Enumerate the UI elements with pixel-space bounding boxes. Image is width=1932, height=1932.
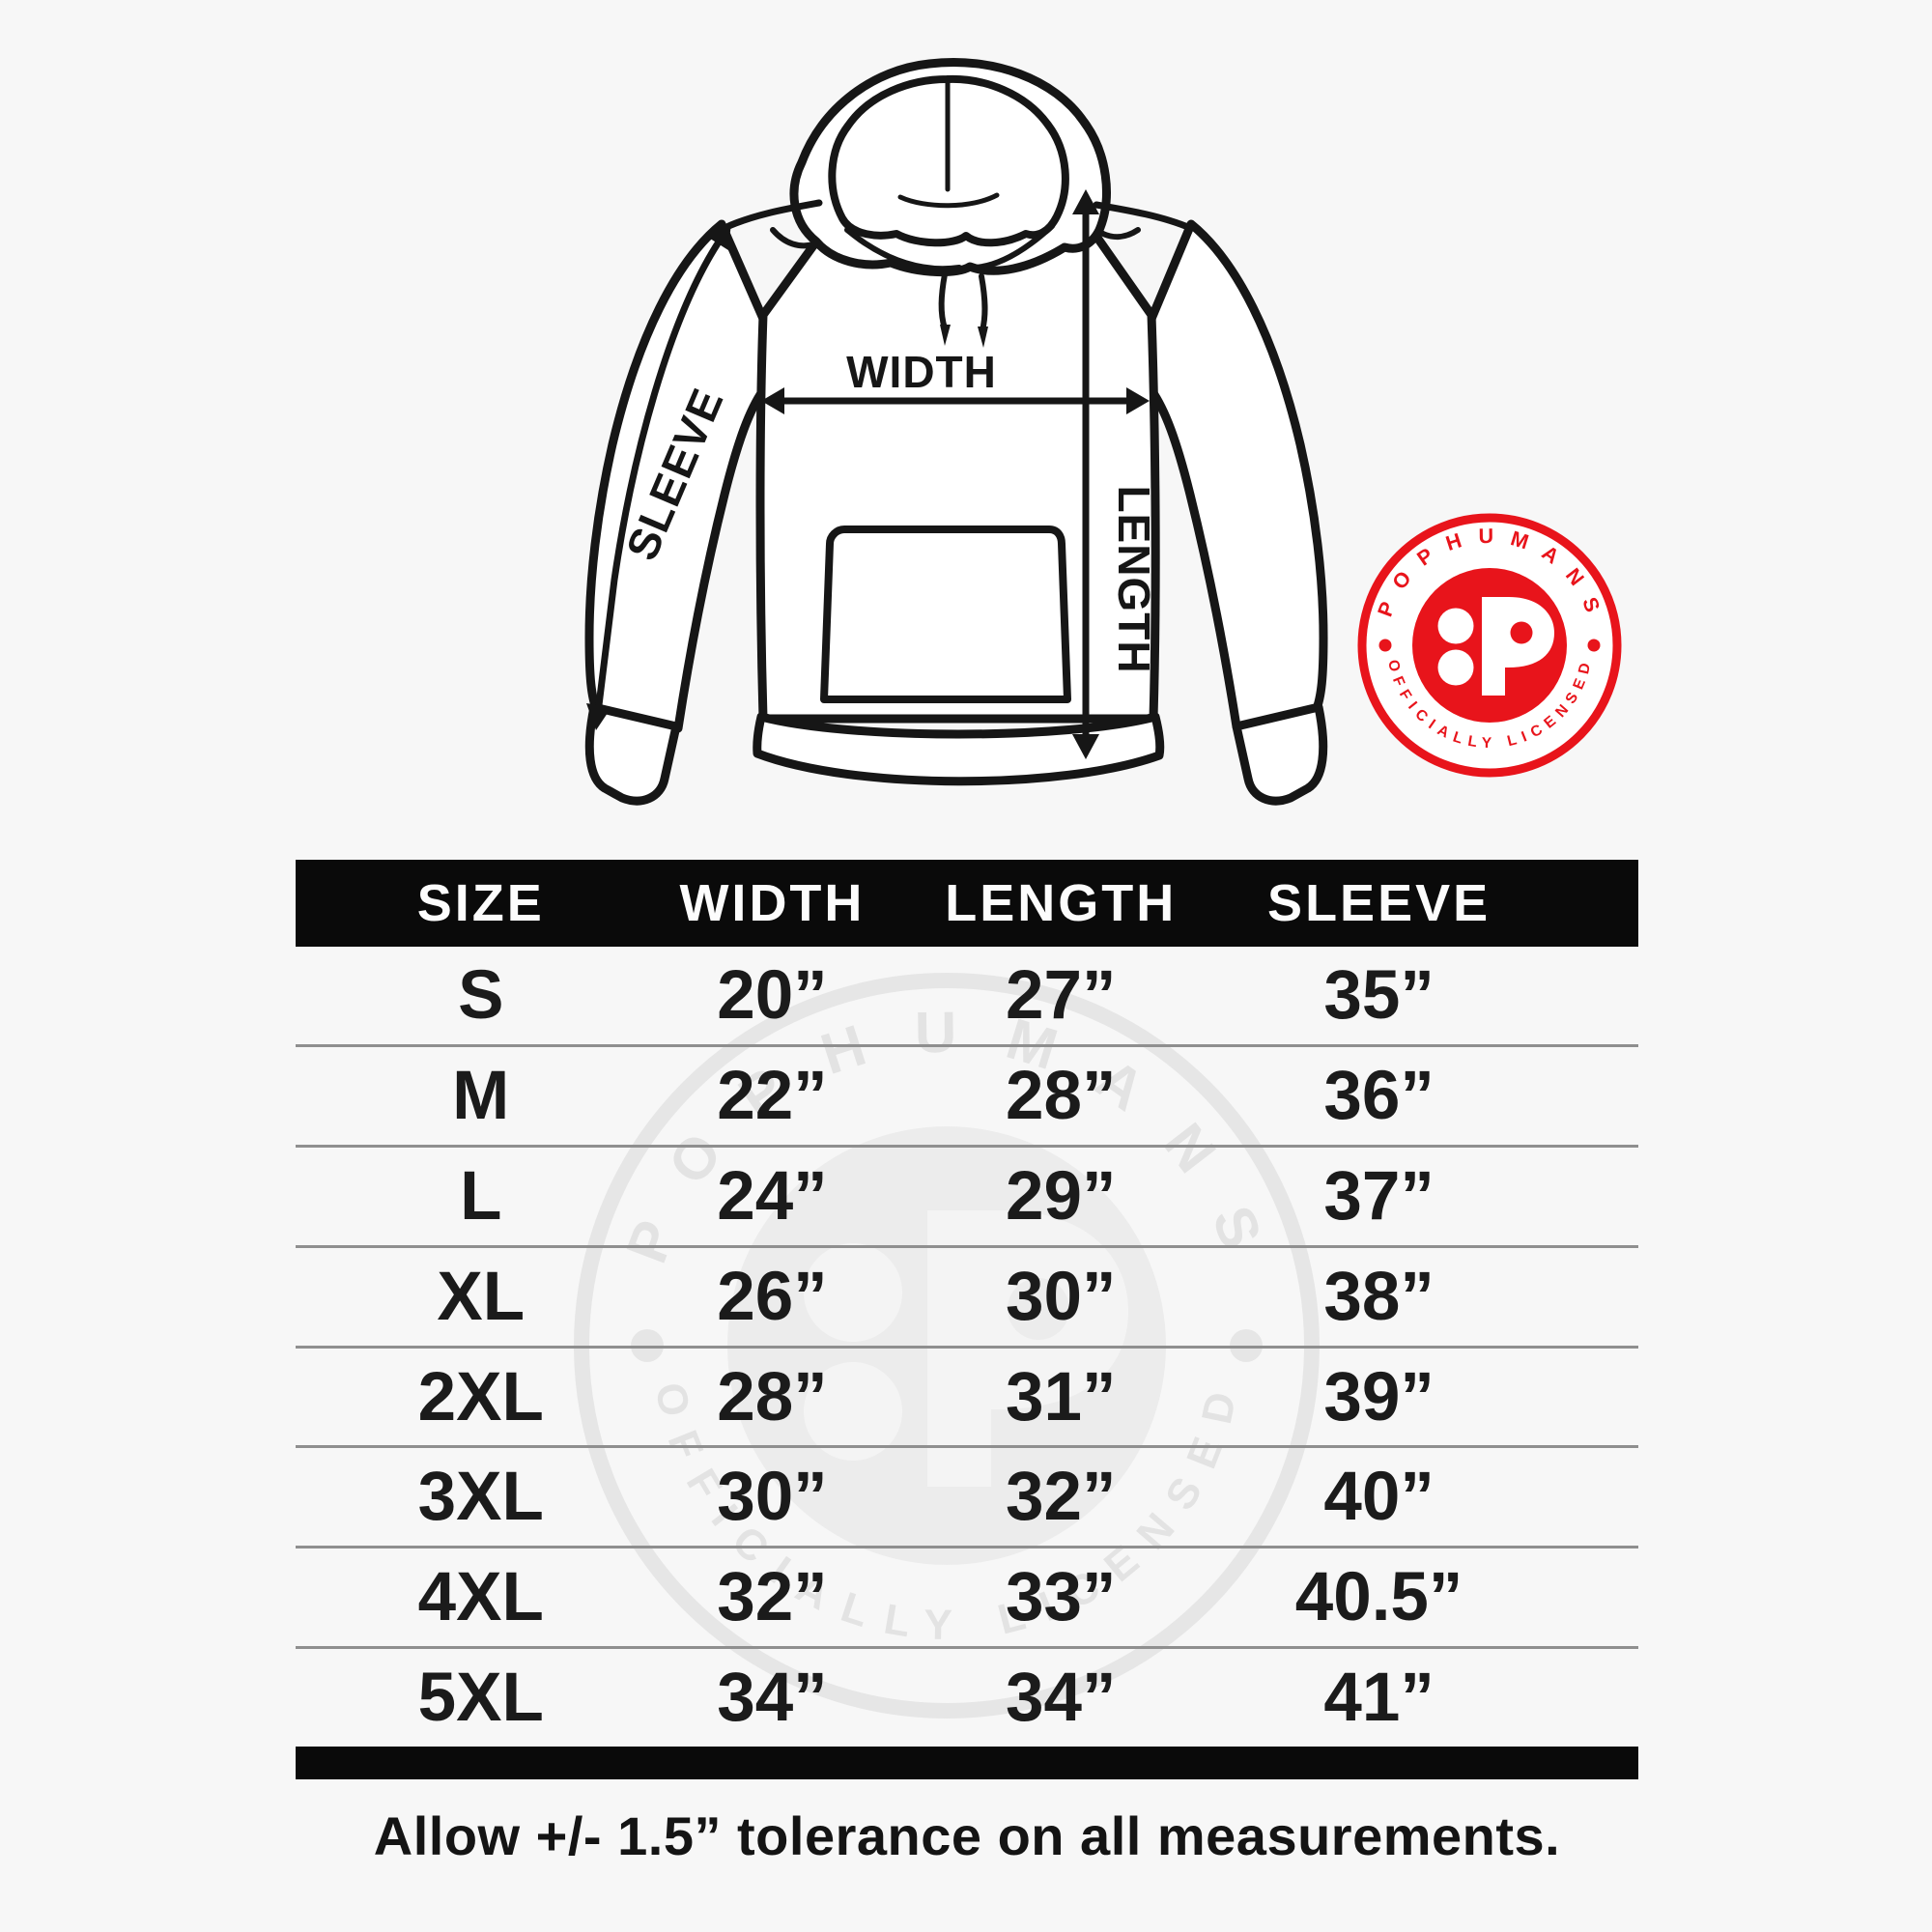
cell-length: 32” (1006, 1459, 1117, 1536)
column-header-size: SIZE (416, 874, 545, 932)
right-drawstring-aglet (978, 327, 988, 348)
hood-back-panel-line (897, 192, 1000, 209)
table-row: 4XL 32” 33” 40.5” (296, 1548, 1638, 1650)
left-drawstring (938, 271, 948, 331)
width-arrowhead-left (761, 387, 784, 414)
cell-length: 29” (1006, 1157, 1117, 1235)
sleeve-arrow-line (595, 240, 722, 709)
table-row: XL 26” 30” 38” (296, 1248, 1638, 1349)
table-row: 5XL 34” 34” 41” (296, 1649, 1638, 1747)
cell-length: 31” (1006, 1358, 1117, 1435)
sleeve-arrowhead-top (707, 222, 731, 250)
table-row: 3XL 30” 32” 40” (296, 1448, 1638, 1549)
watermark-monogram-icon (804, 1210, 1128, 1487)
cell-width: 30” (717, 1459, 828, 1536)
cell-sleeve: 40” (1323, 1459, 1435, 1536)
right-shoulder-seam (1093, 201, 1194, 232)
table-row: M 22” 28” 36” (296, 1047, 1638, 1148)
table-row: 2XL 28” 31” 39” (296, 1349, 1638, 1449)
cell-sleeve: 36” (1323, 1057, 1435, 1134)
cell-size: 4XL (417, 1559, 544, 1636)
cell-length: 27” (1006, 956, 1117, 1034)
cell-size: S (458, 956, 504, 1034)
left-drawstring-aglet (940, 325, 951, 346)
size-table-body: S 20” 27” 35” M 22” 28” 36” L 24” 29” 37… (296, 947, 1638, 1747)
width-annotation-label: WIDTH (846, 347, 997, 397)
cell-size: 5XL (417, 1660, 544, 1737)
hoodie-left-sleeve (584, 219, 768, 733)
cell-width: 26” (717, 1258, 828, 1335)
tolerance-note: Allow +/- 1.5” tolerance on all measurem… (373, 1805, 1561, 1867)
watermark-logo: POPHUMANS OFFICIALLY LICENSED (574, 973, 1320, 1719)
left-shoulder-seam (721, 199, 823, 232)
cell-width: 20” (717, 956, 828, 1034)
hoodie-left-cuff (584, 702, 681, 806)
sleeve-arrowhead-bottom (586, 703, 611, 730)
table-row: S 20” 27” 35” (296, 947, 1638, 1047)
cell-length: 30” (1006, 1258, 1117, 1335)
cell-sleeve: 38” (1323, 1258, 1435, 1335)
cell-size: 2XL (417, 1358, 544, 1435)
cell-length: 28” (1006, 1057, 1117, 1134)
column-header-width: WIDTH (679, 874, 866, 932)
table-bottom-bar (296, 1747, 1638, 1780)
hoodie-hem-band (753, 712, 1165, 786)
cell-sleeve: 39” (1323, 1358, 1435, 1435)
pophumans-badge: POPHUMANS OFFICIALLY LICENSED (1357, 513, 1622, 778)
collar-left-edge (844, 227, 962, 272)
hood-left-fold (770, 227, 819, 249)
column-header-sleeve: SLEEVE (1267, 874, 1492, 932)
cell-width: 22” (717, 1057, 828, 1134)
length-arrowhead-top (1072, 189, 1099, 214)
cell-size: 3XL (417, 1459, 544, 1536)
cell-size: XL (437, 1258, 526, 1335)
hoodie-measurement-diagram: WIDTH LENGTH SLEEVE (584, 57, 1328, 806)
cell-width: 34” (717, 1660, 828, 1737)
badge-left-dot (1378, 639, 1392, 652)
hoodie-right-sleeve (1147, 219, 1328, 731)
table-row: L 24” 29” 37” (296, 1148, 1638, 1248)
cell-width: 28” (717, 1358, 828, 1435)
right-drawstring (979, 273, 988, 333)
cell-width: 32” (717, 1559, 828, 1636)
length-arrowhead-bottom (1072, 734, 1099, 759)
hoodie-pocket (820, 526, 1071, 703)
hood-right-fold (1096, 227, 1141, 240)
cell-sleeve: 40.5” (1294, 1559, 1463, 1636)
cell-length: 34” (1006, 1660, 1117, 1737)
width-arrowhead-right (1126, 387, 1150, 414)
size-table: SIZE WIDTH LENGTH SLEEVE S 20” 27” 35” M… (296, 860, 1638, 1867)
cell-size: L (460, 1157, 502, 1235)
cell-sleeve: 41” (1323, 1660, 1435, 1737)
length-annotation-label: LENGTH (1109, 485, 1159, 673)
badge-right-dot (1587, 639, 1601, 652)
badge-monogram-icon (1437, 597, 1554, 696)
cell-width: 24” (717, 1157, 828, 1235)
hoodie-right-cuff (1232, 702, 1328, 806)
cell-length: 33” (1006, 1559, 1117, 1636)
size-table-header: SIZE WIDTH LENGTH SLEEVE (296, 860, 1638, 947)
cell-size: M (452, 1057, 510, 1134)
collar-right-edge (966, 223, 1055, 271)
cell-sleeve: 37” (1323, 1157, 1435, 1235)
column-header-length: LENGTH (945, 874, 1178, 932)
cell-sleeve: 35” (1323, 956, 1435, 1034)
